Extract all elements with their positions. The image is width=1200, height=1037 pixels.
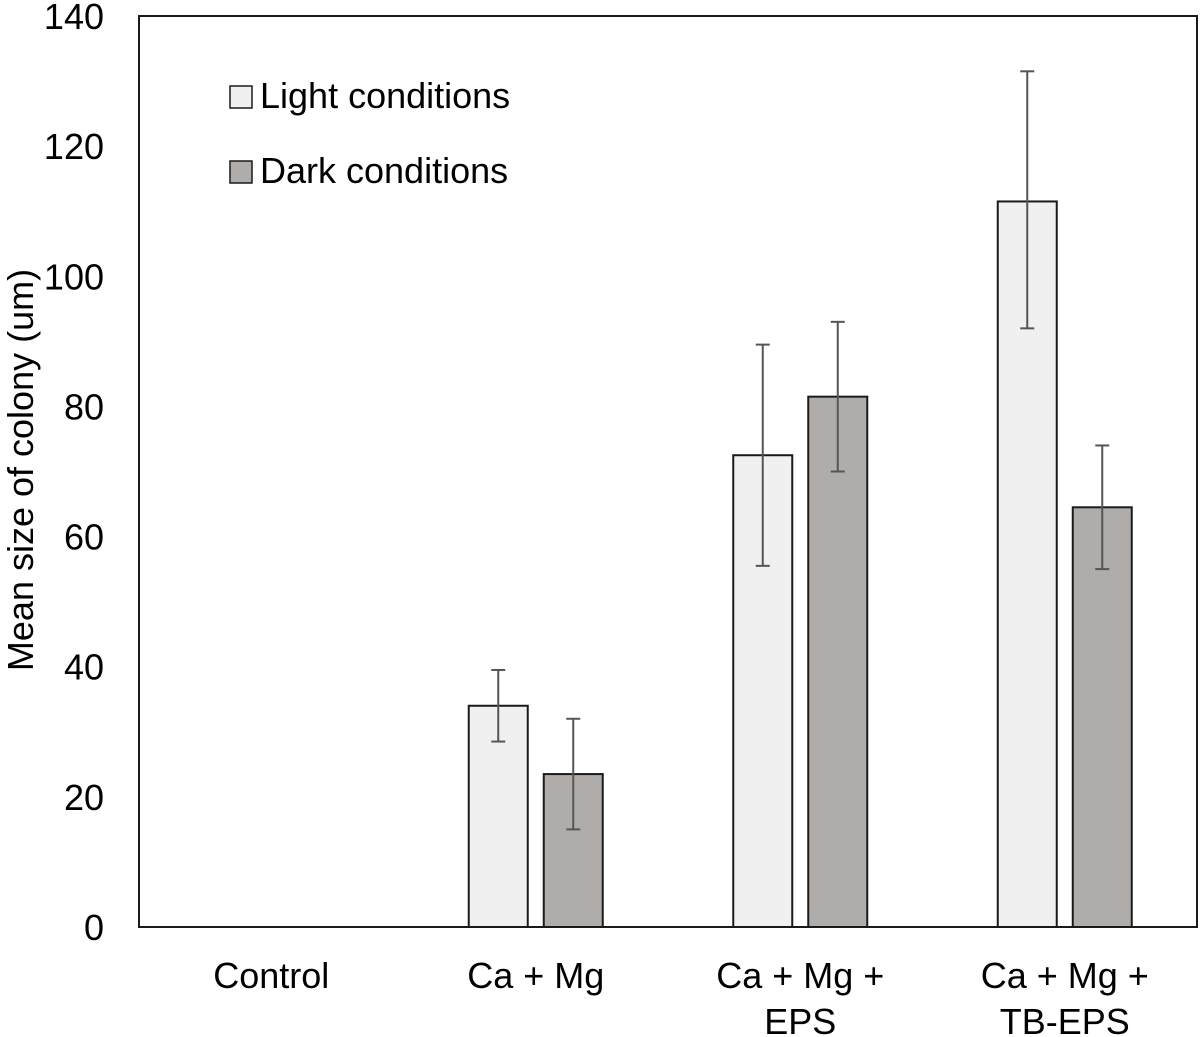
x-axis-category-labels: Control Ca + Mg Ca + Mg + EPS Ca + Mg + TB-EP… [213,955,1149,1037]
y-tick-label: 0 [84,907,104,948]
x-category-label: Ca + Mg + TB-EPS [981,955,1149,1037]
x-category-label: Control [213,955,329,996]
bars [467,200,1133,929]
x-category-label: Ca + Mg [467,955,604,996]
bar-dark [1071,506,1133,928]
y-tick-label: 140 [44,0,104,37]
legend-label-light: Light conditions [260,75,510,116]
legend: Light conditions Dark conditions [229,75,510,191]
y-axis-title: Mean size of colony (um) [0,269,41,671]
y-tick-label: 60 [64,517,104,558]
y-tick-label: 40 [64,647,104,688]
legend-label-dark: Dark conditions [260,150,508,191]
legend-swatch-light [229,85,253,109]
x-category-label: Ca + Mg + EPS [716,955,884,1037]
y-tick-label: 100 [44,256,104,297]
bar-dark [807,395,869,928]
plot-area-frame [138,15,1198,928]
legend-swatch-dark [229,160,253,184]
error-bars [491,70,1110,831]
y-tick-label: 80 [64,386,104,427]
y-tick-label: 20 [64,777,104,818]
y-axis-ticks: 0 20 40 60 80 100 120 140 [44,0,104,948]
y-tick-label: 120 [44,126,104,167]
